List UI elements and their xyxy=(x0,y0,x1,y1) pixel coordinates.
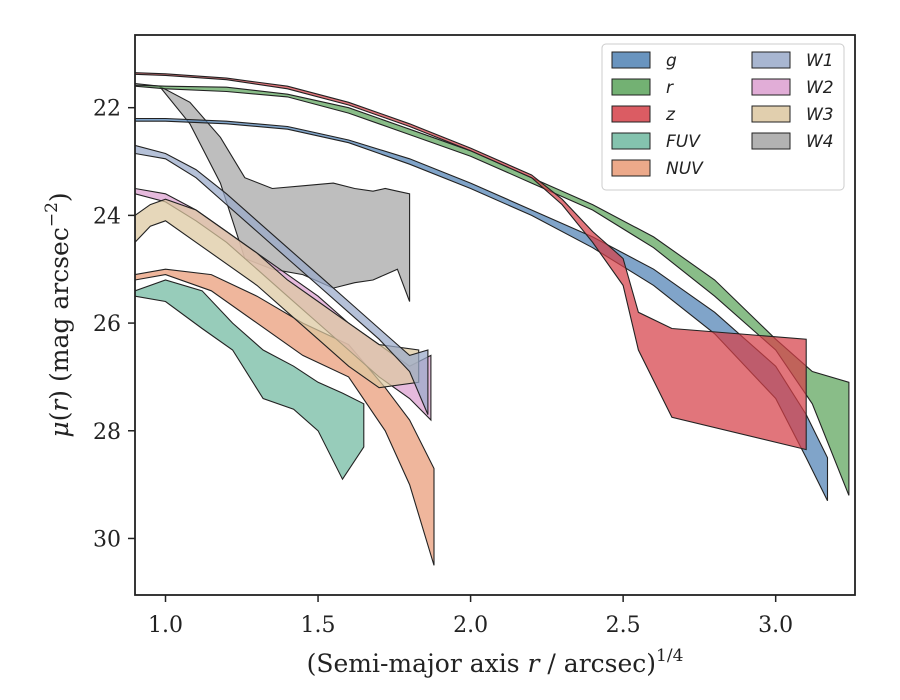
band-z xyxy=(135,72,807,451)
profile-bands xyxy=(135,72,850,566)
band-r xyxy=(135,84,850,496)
y-axis-ticks: 22 24 26 28 30 xyxy=(93,97,135,552)
legend-label-r: r xyxy=(666,78,674,98)
legend-swatch-r xyxy=(611,78,651,96)
legend-swatch-fuv xyxy=(611,132,651,150)
legend-swatch-w4 xyxy=(751,132,791,150)
legend-label-nuv: NUV xyxy=(666,159,704,179)
legend-swatch-w2 xyxy=(751,78,791,96)
legend-swatch-w1 xyxy=(751,51,791,69)
band-g xyxy=(135,117,829,502)
x-tick-label: 1.5 xyxy=(301,613,336,638)
legend-swatch-nuv xyxy=(611,159,651,177)
legend-swatch-g xyxy=(611,51,651,69)
plot-frame xyxy=(134,34,856,596)
y-tick-label: 30 xyxy=(93,527,121,552)
x-axis-ticks: 1.0 1.5 2.0 2.5 3.0 xyxy=(148,595,793,638)
legend-label-w2: W2 xyxy=(806,78,834,98)
legend-label-g: g xyxy=(666,51,677,71)
band-fuv xyxy=(135,279,365,481)
x-tick-label: 2.5 xyxy=(606,613,641,638)
x-tick-label: 1.0 xyxy=(148,613,183,638)
y-tick-label: 28 xyxy=(93,420,121,445)
band-w1 xyxy=(135,144,429,415)
legend-label-w4: W4 xyxy=(806,132,834,152)
legend-label-fuv: FUV xyxy=(666,132,701,152)
y-axis-label: μ(r) (mag arcsec−2) xyxy=(42,192,74,437)
legend-swatch-z xyxy=(611,105,651,123)
band-nuv xyxy=(135,268,435,566)
legend: grz FUV NUV W1 W2 W3 W4 xyxy=(601,43,845,191)
legend-label-w3: W3 xyxy=(806,105,834,125)
legend-label-w1: W1 xyxy=(806,51,834,71)
legend-label-z: z xyxy=(665,105,676,125)
y-tick-label: 26 xyxy=(93,312,121,337)
y-tick-label: 22 xyxy=(93,97,121,122)
legend-swatch-w3 xyxy=(751,105,791,123)
x-tick-label: 2.0 xyxy=(453,613,488,638)
x-tick-label: 3.0 xyxy=(758,613,793,638)
y-tick-label: 24 xyxy=(93,204,121,229)
x-axis-label: (Semi-major axis r / arcsec)1/4 xyxy=(307,646,684,678)
